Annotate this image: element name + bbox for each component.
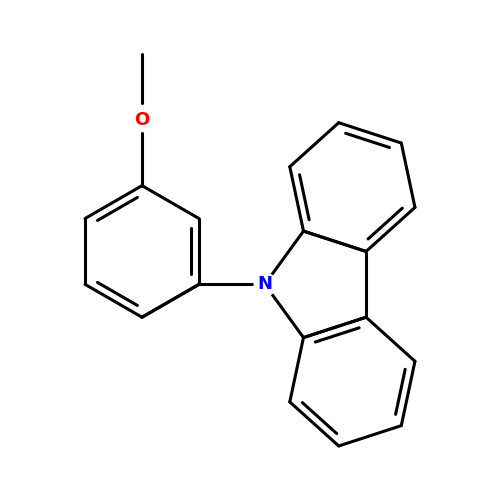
- Text: O: O: [134, 111, 150, 129]
- Text: N: N: [258, 276, 272, 293]
